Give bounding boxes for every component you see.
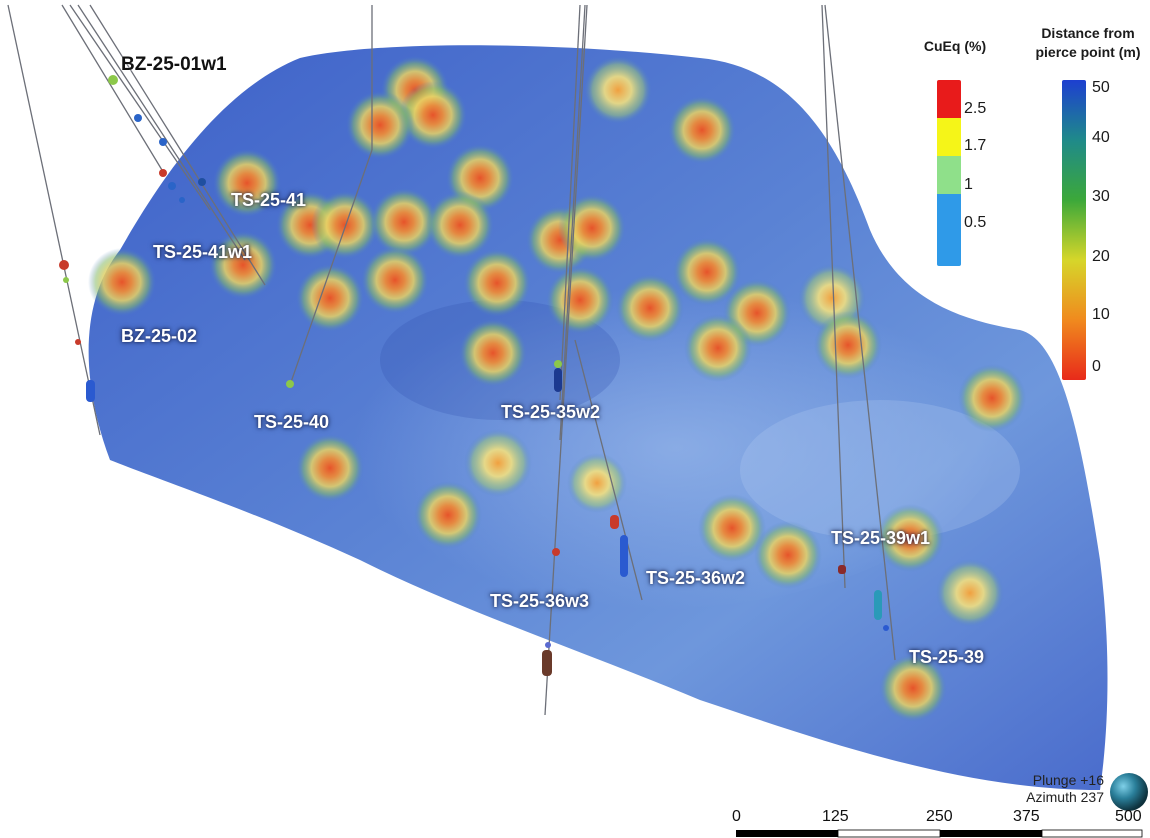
grade-halos [88, 56, 1026, 722]
cueq-tick-0-5: 0.5 [964, 214, 987, 231]
azimuth-readout: Azimuth 237 [1026, 789, 1104, 805]
hole-label-ts-25-41w1: TS-25-41w1 [153, 242, 253, 262]
cueq-tick-1-7: 1.7 [964, 137, 987, 154]
distance-tick-40: 40 [1092, 129, 1110, 146]
hole-label-bz-25-01w1: BZ-25-01w1 [121, 54, 227, 75]
cueq-color-bar-red [937, 80, 961, 118]
drill-traces [7, 4, 896, 716]
scale-tick-500: 500 [1115, 808, 1142, 825]
globe-icon[interactable] [1110, 773, 1148, 811]
hole-label-ts-25-39w1: TS-25-39w1 [831, 528, 931, 548]
cueq-color-bar-blue [937, 194, 961, 266]
scale-tick-375: 375 [1013, 808, 1040, 825]
scale-bar [736, 829, 1143, 838]
distance-tick-50: 50 [1092, 79, 1110, 96]
hole-label-bz-25-02: BZ-25-02 [121, 326, 198, 346]
scale-tick-125: 125 [822, 808, 849, 825]
hole-label-ts-25-36w3: TS-25-36w3 [490, 591, 590, 611]
distance-legend-title-line2: pierce point (m) [1035, 44, 1141, 60]
distance-color-bar [1062, 80, 1086, 380]
hole-label-ts-25-39: TS-25-39 [909, 647, 985, 667]
hole-label-ts-25-40: TS-25-40 [254, 412, 330, 432]
distance-legend-title: Distance from pierce point (m) [1026, 24, 1150, 62]
distance-legend-title-line1: Distance from [1041, 25, 1135, 41]
distance-tick-10: 10 [1092, 306, 1110, 323]
scale-tick-0: 0 [732, 808, 741, 825]
cueq-color-bar-yellow [937, 118, 961, 156]
cueq-tick-1: 1 [964, 176, 973, 193]
cueq-color-bar-green [937, 156, 961, 194]
hole-label-ts-25-35w2: TS-25-35w2 [501, 402, 601, 422]
hole-label-ts-25-41: TS-25-41 [231, 190, 307, 210]
hole-label-ts-25-36w2: TS-25-36w2 [646, 568, 746, 588]
distance-tick-20: 20 [1092, 248, 1110, 265]
view-orientation: Plunge +16 Azimuth 237 [990, 772, 1104, 806]
distance-tick-30: 30 [1092, 188, 1110, 205]
scale-tick-250: 250 [926, 808, 953, 825]
plunge-readout: Plunge +16 [1032, 772, 1104, 788]
cueq-tick-2-5: 2.5 [964, 100, 987, 117]
distance-tick-0: 0 [1092, 358, 1101, 375]
pierce-point-markers [59, 75, 889, 676]
cueq-legend-title: CuEq (%) [923, 38, 987, 54]
